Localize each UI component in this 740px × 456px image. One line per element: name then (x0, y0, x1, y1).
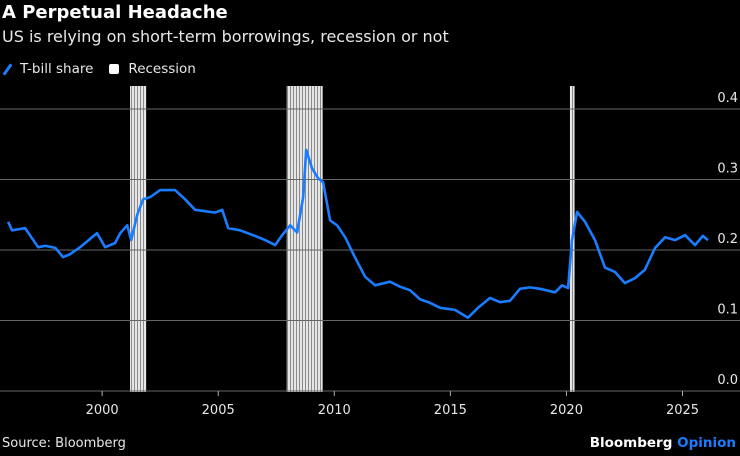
chart-subtitle: US is relying on short-term borrowings, … (2, 27, 449, 46)
legend-label: T-bill share (20, 61, 94, 77)
tbill-share-line (6, 148, 709, 319)
x-tick-label: 2020 (550, 403, 583, 418)
y-tick-label: 0.4 (717, 91, 738, 106)
chart-title: A Perpetual Headache (2, 2, 228, 23)
legend-item-tbill: T-bill share (2, 61, 93, 77)
legend: T-bill share Recession (2, 61, 212, 77)
y-tick-label: 0.3 (717, 162, 738, 177)
legend-item-recession: Recession (109, 61, 196, 77)
x-tick-label: 2015 (434, 403, 467, 418)
brand-logo: Bloomberg Opinion (590, 435, 736, 451)
brand-suffix: Opinion (677, 435, 736, 451)
square-swatch-icon (109, 64, 120, 74)
legend-label: Recession (128, 61, 196, 77)
brand-name: Bloomberg (589, 435, 673, 451)
recession-band (286, 86, 323, 392)
y-tick-label: 0.2 (717, 232, 738, 247)
source-note: Source: Bloomberg (2, 436, 126, 451)
x-tick-label: 2025 (666, 403, 699, 418)
recession-band (130, 86, 147, 392)
x-tick-label: 2000 (86, 403, 119, 418)
y-tick-label: 0.1 (717, 303, 738, 318)
x-tick-label: 2005 (202, 403, 235, 418)
x-tick-label: 2010 (318, 403, 351, 418)
y-tick-label: 0.0 (717, 373, 738, 388)
